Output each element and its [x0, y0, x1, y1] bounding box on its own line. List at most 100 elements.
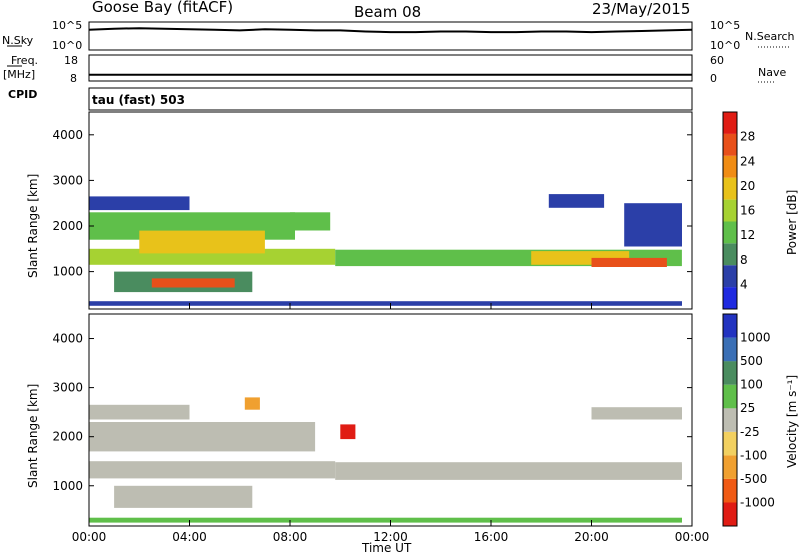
colorbar-tick-label: -25: [740, 425, 760, 439]
colorbar-frame: [722, 111, 738, 310]
cpid-label: CPID: [8, 88, 37, 101]
colorbar-tick-label: 12: [740, 228, 755, 242]
colorbar-segment: [723, 314, 737, 338]
nsky-tick-top: 10^5: [52, 19, 82, 32]
y-tick-label: 2000: [52, 430, 83, 444]
scatter-band: [89, 301, 682, 306]
colorbar-tick-label: -1000: [740, 495, 775, 509]
scatter-band: [591, 257, 667, 267]
scatter-band: [89, 404, 190, 420]
power-ylabel: Slant Range [km]: [26, 174, 40, 278]
colorbar-tick-label: 25: [740, 401, 755, 415]
freq-units: [MHz]: [3, 68, 35, 81]
scatter-band: [89, 517, 682, 523]
y-tick-label: 4000: [52, 128, 83, 142]
x-tick-label: 00:00: [72, 530, 107, 544]
colorbar-segment: [723, 199, 737, 222]
station-title: Goose Bay (fitACF): [92, 0, 233, 16]
power-cells: [89, 194, 682, 306]
scatter-band: [531, 463, 682, 479]
colorbar-tick-label: 4: [740, 277, 748, 291]
colorbar-segment: [723, 155, 737, 178]
time-axis: 00:00 04:00 08:00 12:00 16:00 20:00 00:00: [72, 303, 710, 544]
colorbar-segment: [723, 133, 737, 156]
colorbar-segment: [723, 478, 737, 503]
power-yticks: 1000 2000 3000 4000: [52, 128, 692, 279]
power-colorbar-label: Power [dB]: [785, 190, 799, 255]
colorbar-tick-label: -100: [740, 448, 767, 462]
x-tick-label: 04:00: [172, 530, 207, 544]
freq-label: Freq.: [11, 54, 38, 67]
x-tick-label: 20:00: [574, 530, 609, 544]
nave-tick-bottom: 0: [710, 72, 717, 85]
y-tick-label: 1000: [52, 479, 83, 493]
colorbar-segment: [723, 502, 737, 526]
nsky-tick-bottom: 10^0: [52, 39, 82, 52]
colorbar-tick-label: -500: [740, 472, 767, 486]
scatter-band: [89, 461, 336, 479]
colorbar-segment: [723, 112, 737, 134]
colorbar-segment: [723, 337, 737, 362]
freq-tick-top: 18: [64, 54, 78, 67]
cpid-strip: tau (fast) 503: [88, 87, 693, 111]
colorbar-segment: [723, 431, 737, 456]
velocity-panel: Slant Range [km] 1000 2000 3000 4000 -1000 -…: [26, 303, 799, 554]
x-tick-label: 16:00: [474, 530, 509, 544]
date-title: 23/May/2015: [592, 0, 690, 18]
colorbar-tick-label: 100: [740, 378, 763, 392]
colorbar-segment: [723, 361, 737, 385]
scatter-band: [114, 485, 253, 508]
colorbar-tick-label: 1000: [740, 331, 771, 345]
colorbar-segment: [723, 177, 737, 200]
nsearch-tick-top: 10^5: [710, 19, 740, 32]
scatter-band: [139, 230, 265, 254]
scatter-band: [548, 194, 605, 208]
freq-panel: Freq. [MHz] 18 8 60 0 Nave CPID: [3, 54, 786, 101]
colorbar-tick-label: 8: [740, 253, 748, 267]
velocity-colorbar: -1000 -500 -100 -25 25 100 500 1000: [722, 313, 775, 527]
colorbar-segment: [723, 265, 737, 288]
colorbar-segment: [723, 287, 737, 309]
nsearch-tick-bottom: 10^0: [710, 39, 740, 52]
nsearch-label: N.Search: [745, 30, 795, 43]
x-tick-label: 08:00: [273, 530, 308, 544]
scatter-band: [624, 203, 682, 247]
beam-title: Beam 08: [354, 3, 421, 21]
nave-tick-top: 60: [710, 54, 724, 67]
velocity-colorbar-label: Velocity [m s⁻¹]: [785, 375, 799, 468]
scatter-band: [151, 278, 235, 288]
colorbar-segment: [723, 243, 737, 266]
colorbar-segment: [723, 221, 737, 244]
colorbar-segment: [723, 384, 737, 409]
velocity-yticks: 1000 2000 3000 4000: [52, 332, 692, 493]
y-tick-label: 3000: [52, 381, 83, 395]
power-colorbar: 4 8 12 16 20 24 28: [722, 111, 755, 310]
colorbar-segment: [723, 455, 737, 479]
y-tick-label: 4000: [52, 332, 83, 346]
nsky-series-line: [88, 27, 693, 34]
nsky-panel: N.Sky 10^5 10^0 10^5 10^0 N.Search: [2, 19, 795, 52]
scatter-band: [89, 422, 316, 452]
scatter-band: [244, 397, 260, 410]
freq-tick-bottom: 8: [70, 72, 77, 85]
y-tick-label: 3000: [52, 173, 83, 187]
scatter-band: [591, 407, 682, 420]
nsky-label: N.Sky: [2, 34, 34, 47]
scatter-band: [89, 196, 190, 211]
colorbar-tick-label: 16: [740, 204, 755, 218]
colorbar-tick-label: 24: [740, 154, 755, 168]
x-tick-label: 12:00: [373, 530, 408, 544]
nave-label: Nave: [758, 66, 786, 79]
time-axis-label: Time UT: [361, 541, 412, 554]
scatter-band: [340, 424, 356, 440]
velocity-cells: [89, 397, 682, 523]
colorbar-tick-label: 20: [740, 179, 755, 193]
colorbar-segment: [723, 408, 737, 432]
colorbar-frame: [722, 313, 738, 527]
scatter-band: [290, 212, 331, 231]
colorbar-tick-label: 28: [740, 130, 755, 144]
velocity-ylabel: Slant Range [km]: [26, 384, 40, 488]
x-tick-label: 00:00: [675, 530, 710, 544]
y-tick-label: 1000: [52, 265, 83, 279]
